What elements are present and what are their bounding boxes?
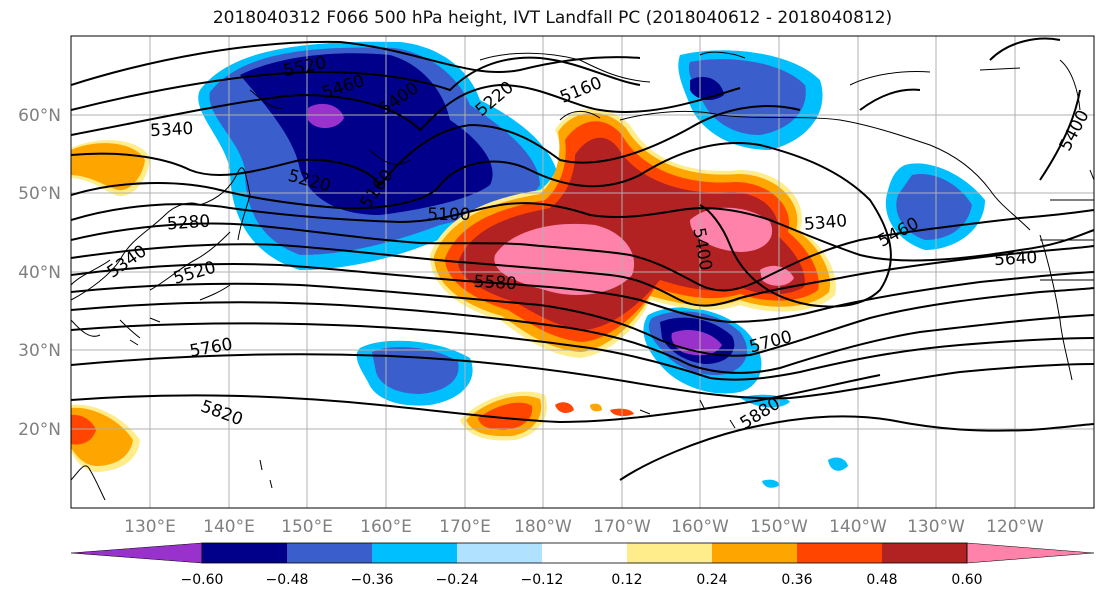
colorbar-extend-min — [70, 542, 203, 564]
lon-label: 140°E — [203, 517, 255, 537]
colorbar-segment — [797, 543, 882, 563]
colorbar-segment — [457, 543, 542, 563]
lat-label: 30°N — [18, 341, 61, 361]
colorbar-segment — [882, 543, 967, 563]
lon-label: 170°E — [439, 517, 491, 537]
colorbar-tick-label: 0.24 — [696, 572, 727, 588]
colorbar-tick-label: −0.60 — [181, 572, 224, 588]
lon-label: 180°W — [514, 517, 572, 537]
colorbar-tick-label: 0.12 — [611, 572, 642, 588]
lon-label: 130°E — [124, 517, 176, 537]
lon-label: 170°W — [593, 517, 651, 537]
lat-label: 50°N — [18, 184, 61, 204]
lon-label: 130°W — [907, 517, 965, 537]
colorbar-tick-label: −0.24 — [436, 572, 479, 588]
colorbar-tick-label: −0.12 — [521, 572, 564, 588]
colorbar-segment — [202, 543, 287, 563]
map-title: 2018040312 F066 500 hPa height, IVT Land… — [212, 8, 893, 28]
latitude-labels: 60°N 50°N 40°N 30°N 20°N — [18, 106, 61, 440]
colorbar-tick-label: 0.60 — [951, 572, 982, 588]
lon-label: 160°E — [360, 517, 412, 537]
colorbar-segment — [712, 543, 797, 563]
lat-label: 40°N — [18, 263, 61, 283]
lon-label: 150°W — [750, 517, 808, 537]
lon-label: 140°W — [829, 517, 887, 537]
colorbar-tick-label: 0.48 — [866, 572, 897, 588]
contour-label: 5580 — [473, 272, 517, 294]
contour-label: 5340 — [150, 119, 194, 141]
colorbar-segment — [287, 543, 372, 563]
colorbar-extend-max — [966, 542, 1095, 564]
lon-label: 160°W — [671, 517, 729, 537]
contour-label: 5100 — [427, 205, 470, 225]
contour-label: 5340 — [803, 211, 848, 235]
contour-label: 5640 — [994, 248, 1038, 270]
map-border — [70, 35, 1095, 509]
lon-label: 150°E — [281, 517, 333, 537]
colorbar-segment — [372, 543, 457, 563]
colorbar-tick-label: 0.36 — [781, 572, 812, 588]
colorbar-segment — [542, 543, 627, 563]
colorbar: −0.60 −0.48 −0.36 −0.24 −0.12 0.12 0.24 … — [70, 542, 1095, 588]
lat-label: 60°N — [18, 106, 61, 126]
colorbar-tick-label: −0.36 — [351, 572, 394, 588]
longitude-labels: 130°E 140°E 150°E 160°E 170°E 180°W 170°… — [124, 517, 1044, 537]
colorbar-tick-label: −0.48 — [266, 572, 309, 588]
lon-label: 120°W — [986, 517, 1044, 537]
height-contours — [71, 37, 1094, 481]
lat-label: 20°N — [18, 420, 61, 440]
coastlines — [71, 51, 1094, 501]
contour-label: 5280 — [166, 212, 211, 235]
colorbar-segment — [627, 543, 712, 563]
